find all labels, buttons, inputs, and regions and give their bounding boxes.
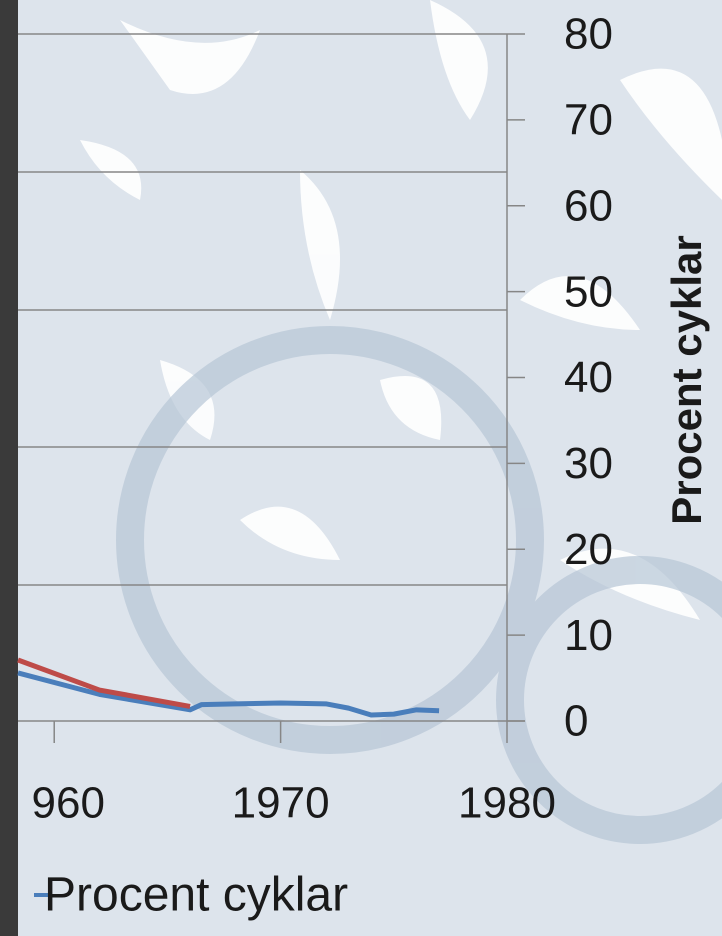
y2-tick-label: 40 <box>564 353 613 402</box>
photo-strip <box>0 0 18 936</box>
y2-tick-label: 80 <box>564 10 613 59</box>
background <box>0 0 722 936</box>
y2-axis-title: Procent cyklar <box>663 235 710 525</box>
y2-tick-label: 0 <box>564 697 588 746</box>
y2-tick-label: 30 <box>564 439 613 488</box>
y2-tick-label: 20 <box>564 525 613 574</box>
y2-tick-label: 50 <box>564 267 613 316</box>
chart: Procent cyklar Procent cyklar 0 10 20 30 40 5… <box>0 0 722 936</box>
legend-label: Procent cyklar <box>44 869 348 922</box>
y2-tick-label: 60 <box>564 181 613 230</box>
x-tick-label: 1980 <box>458 779 556 828</box>
x-tick-label: 960 <box>32 779 105 828</box>
x-tick-label: 1970 <box>232 779 330 828</box>
page: {"chart_data": {"type": "line", "y2_labe… <box>0 0 722 936</box>
y2-tick-label: 70 <box>564 96 613 145</box>
y2-tick-label: 10 <box>564 611 613 660</box>
